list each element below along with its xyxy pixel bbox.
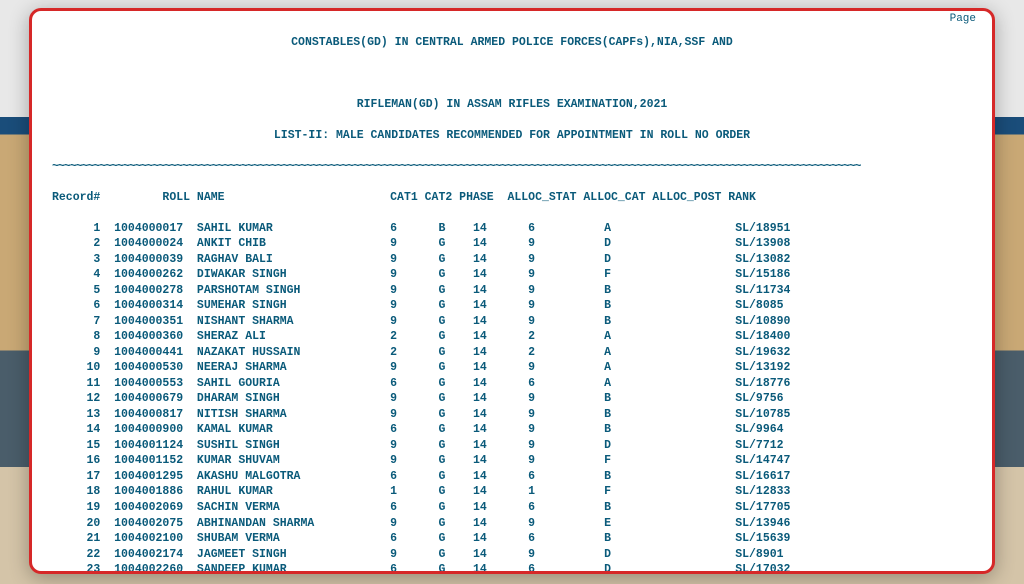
- document-content: CONSTABLES(GD) IN CENTRAL ARMED POLICE F…: [32, 11, 992, 574]
- page-label: Page: [950, 13, 976, 25]
- document-frame: Page CONSTABLES(GD) IN CENTRAL ARMED POL…: [29, 8, 995, 574]
- title-line-1: CONSTABLES(GD) IN CENTRAL ARMED POLICE F…: [52, 35, 972, 51]
- data-rows: 1 1004000017 SAHIL KUMAR 6 B 14 6 A SL/1…: [52, 221, 972, 574]
- blank-line: [52, 66, 972, 82]
- column-headers: Record# ROLL NAME CAT1 CAT2 PHASE ALLOC_…: [52, 190, 972, 206]
- title-line-3: LIST-II: MALE CANDIDATES RECOMMENDED FOR…: [52, 128, 972, 144]
- separator-line: ~~~~~~~~~~~~~~~~~~~~~~~~~~~~~~~~~~~~~~~~…: [52, 159, 972, 175]
- title-line-2: RIFLEMAN(GD) IN ASSAM RIFLES EXAMINATION…: [52, 97, 972, 113]
